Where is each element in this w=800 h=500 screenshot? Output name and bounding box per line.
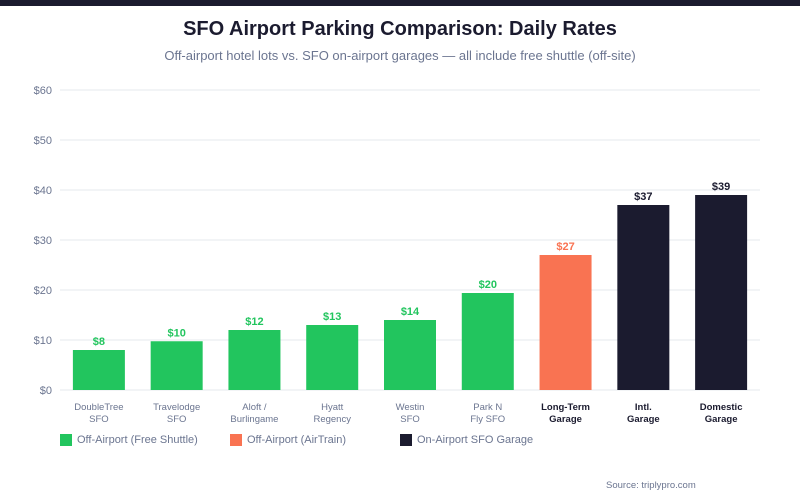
x-tick-label: Burlingame — [230, 414, 278, 425]
chart-subtitle: Off-airport hotel lots vs. SFO on-airpor… — [164, 48, 636, 63]
legend-item-on-airport: On-Airport SFO Garage — [400, 434, 533, 446]
legend-label: Off-Airport (Free Shuttle) — [77, 434, 198, 446]
bar — [617, 205, 670, 390]
chart-title: SFO Airport Parking Comparison: Daily Ra… — [183, 18, 617, 40]
y-tick-label: $20 — [34, 285, 52, 297]
data-label: $10 — [167, 327, 185, 339]
source-credit: Source: triplypro.com — [606, 480, 696, 491]
top-accent-bar — [0, 0, 800, 6]
data-label: $37 — [634, 191, 652, 203]
x-tick-label: Regency — [313, 414, 351, 425]
x-tick-label: Aloft / — [242, 402, 267, 413]
legend-label: On-Airport SFO Garage — [417, 434, 534, 446]
data-label: $20 — [479, 279, 497, 291]
x-tick-label: Garage — [705, 414, 738, 425]
legend-item-free-shuttle: Off-Airport (Free Shuttle) — [60, 434, 230, 446]
x-tick-label: SFO — [89, 414, 109, 425]
legend-label: Off-Airport (AirTrain) — [247, 434, 347, 446]
y-tick-label: $60 — [34, 85, 52, 97]
x-tick-label: Westin — [396, 402, 425, 413]
legend: Off-Airport (Free Shuttle) Off-Airport (… — [60, 434, 533, 446]
x-tick-label: Hyatt — [321, 402, 344, 413]
data-label: $12 — [245, 316, 263, 328]
bar-chart: $0$10$20$30$40$50$60$8DoubleTreeSFO$10Tr… — [34, 85, 760, 425]
x-tick-label: SFO — [167, 414, 187, 425]
data-label: $13 — [323, 311, 341, 323]
bar — [461, 293, 514, 390]
bar — [150, 341, 203, 390]
bar — [384, 320, 436, 390]
legend-item-airtrain: Off-Airport (AirTrain) — [230, 434, 400, 446]
x-tick-label: Park N — [473, 402, 502, 413]
x-tick-label: Fly SFO — [470, 414, 505, 425]
x-tick-label: Long-Term — [541, 402, 590, 413]
x-tick-label: Travelodge — [153, 402, 200, 413]
y-tick-label: $0 — [40, 385, 52, 397]
bar — [695, 195, 748, 390]
legend-swatch — [230, 434, 242, 446]
y-tick-label: $50 — [34, 135, 52, 147]
data-label: $39 — [712, 181, 730, 193]
legend-swatch — [60, 434, 72, 446]
x-tick-label: Garage — [627, 414, 660, 425]
data-label: $27 — [556, 241, 574, 253]
y-tick-label: $30 — [34, 235, 52, 247]
x-tick-label: Garage — [549, 414, 582, 425]
y-tick-label: $40 — [34, 185, 52, 197]
y-tick-label: $10 — [34, 335, 52, 347]
bar — [539, 255, 592, 390]
data-label: $14 — [401, 306, 420, 318]
bar — [228, 330, 281, 390]
legend-swatch — [400, 434, 412, 446]
bar — [72, 350, 125, 390]
x-tick-label: SFO — [400, 414, 420, 425]
x-tick-label: Domestic — [700, 402, 743, 413]
bar — [306, 325, 359, 390]
data-label: $8 — [93, 336, 105, 348]
x-tick-label: DoubleTree — [74, 402, 123, 413]
x-tick-label: Intl. — [635, 402, 652, 413]
